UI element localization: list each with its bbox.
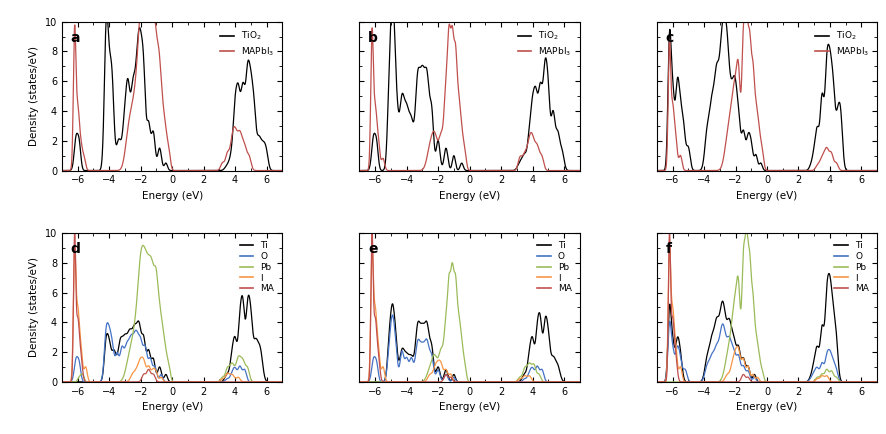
Legend: Ti, O, Pb, I, MA: Ti, O, Pb, I, MA: [533, 237, 575, 297]
Legend: Ti, O, Pb, I, MA: Ti, O, Pb, I, MA: [236, 237, 278, 297]
X-axis label: Energy (eV): Energy (eV): [142, 402, 203, 412]
Legend: TiO$_2$, MAPbI$_3$: TiO$_2$, MAPbI$_3$: [812, 26, 873, 61]
X-axis label: Energy (eV): Energy (eV): [439, 191, 501, 201]
Y-axis label: Density (states/eV): Density (states/eV): [29, 46, 39, 146]
Text: c: c: [665, 31, 674, 45]
Text: f: f: [665, 242, 672, 256]
X-axis label: Energy (eV): Energy (eV): [439, 402, 501, 412]
Legend: TiO$_2$, MAPbI$_3$: TiO$_2$, MAPbI$_3$: [216, 26, 278, 61]
X-axis label: Energy (eV): Energy (eV): [736, 402, 797, 412]
X-axis label: Energy (eV): Energy (eV): [736, 191, 797, 201]
Text: a: a: [71, 31, 81, 45]
X-axis label: Energy (eV): Energy (eV): [142, 191, 203, 201]
Legend: Ti, O, Pb, I, MA: Ti, O, Pb, I, MA: [831, 237, 873, 297]
Text: d: d: [71, 242, 81, 256]
Text: e: e: [369, 242, 377, 256]
Text: b: b: [369, 31, 378, 45]
Legend: TiO$_2$, MAPbI$_3$: TiO$_2$, MAPbI$_3$: [514, 26, 575, 61]
Y-axis label: Density (states/eV): Density (states/eV): [29, 257, 39, 358]
